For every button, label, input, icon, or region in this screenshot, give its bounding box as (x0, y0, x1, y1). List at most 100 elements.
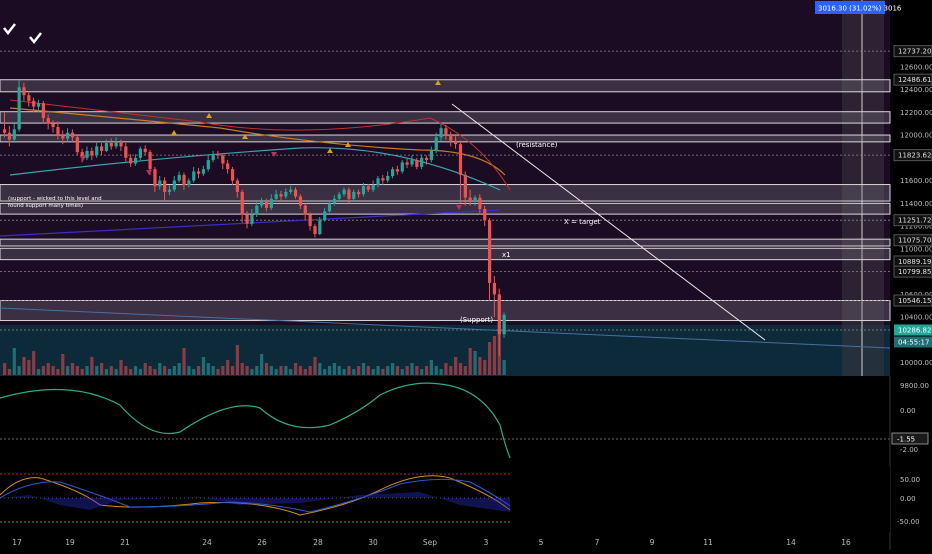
main-price-axis[interactable]: 12600.00 12400.00 12200.00 12000.00 11600.00… (900, 63, 932, 390)
candle-body (405, 162, 409, 165)
zone-4 (0, 202, 891, 215)
candle-body (415, 160, 419, 167)
time-tick: 26 (257, 538, 267, 547)
volume-bar (167, 369, 172, 375)
price-tick: 12600.00 (900, 63, 932, 71)
volume-bar (410, 363, 414, 375)
volume-bar (361, 363, 366, 375)
volume-bar (492, 336, 497, 375)
price-tag-label: 12486.61 (898, 76, 931, 84)
price-tag-label: 04:55:17 (898, 339, 929, 347)
time-tick: 24 (202, 538, 212, 547)
volume-bar (95, 366, 99, 375)
down-triangle-icon (456, 205, 462, 210)
top-badge-bg (815, 1, 885, 14)
candle-body (439, 128, 443, 138)
candle-body (167, 189, 172, 192)
volume-bar (415, 366, 419, 375)
volume-bar (240, 363, 244, 375)
candle-body (454, 140, 458, 145)
price-tick: 11600.00 (900, 177, 932, 185)
candle-body (264, 201, 269, 208)
osc-tick-2: -2.00 (900, 446, 918, 454)
candle-body (80, 152, 84, 158)
candle-body (216, 154, 220, 156)
candle-body (279, 194, 283, 197)
annotation-support: (Support) (460, 316, 493, 324)
checkmark-icon (29, 32, 42, 45)
candle-body (303, 205, 307, 215)
time-tick: 30 (368, 538, 378, 547)
volume-bar (308, 366, 312, 375)
volume-bar (250, 369, 254, 375)
candle-body (221, 155, 225, 164)
candle-body (138, 148, 142, 158)
price-tick: 11400.00 (900, 200, 932, 208)
candle-body (230, 169, 235, 181)
volume-bar (3, 363, 7, 375)
price-tag-label: 10286.82 (898, 327, 931, 335)
candle-body (434, 137, 438, 151)
volume-bar (352, 369, 356, 375)
top-badge-group: 3016.30 (31.02%) 3016 (815, 1, 902, 14)
volume-bar (192, 369, 196, 375)
candle-body (463, 174, 467, 198)
volume-bar (429, 360, 433, 375)
volume-bar (109, 366, 113, 375)
osc-axis[interactable]: 0.00 -1.55 -2.00 (891, 407, 929, 454)
candle-body (148, 152, 152, 170)
annotation-x1: x1 (502, 251, 511, 259)
volume-bar (17, 366, 21, 375)
candle-body (226, 163, 230, 170)
candle-body (114, 141, 118, 147)
zone-5 (0, 238, 891, 247)
candle-body (308, 214, 312, 227)
volume-bar (245, 366, 249, 375)
candle-body (119, 141, 123, 147)
stoch-histogram (0, 492, 510, 512)
forecast-shade (842, 0, 884, 376)
down-triangle-icon (80, 156, 86, 161)
oscillator-pane (0, 378, 890, 462)
zone-3 (0, 184, 891, 202)
volume-bar (342, 369, 346, 375)
price-tag-bg (893, 45, 932, 58)
candle-body (46, 117, 50, 124)
candle-body (109, 143, 113, 147)
volume-bar (274, 369, 278, 375)
volume-bar (454, 357, 458, 375)
stoch-tick-2: -50.00 (897, 518, 920, 526)
volume-bar (371, 369, 375, 375)
volume-bar (27, 360, 31, 375)
time-axis[interactable]: 17 19 21 24 26 28 30 Sep 3 5 7 9 11 14 16 (12, 538, 851, 547)
volume-bar (129, 369, 133, 375)
stoch-tick-1: 0.00 (900, 495, 916, 503)
up-triangle-icon (435, 80, 441, 85)
price-tick: 12400.00 (900, 86, 932, 94)
volume-bar (444, 363, 448, 375)
price-tag-bg (893, 214, 932, 227)
trendline-long (0, 307, 891, 349)
volume-bar (332, 363, 336, 375)
volume-bar (221, 366, 225, 375)
annotation-support-note-2: found support many times) (8, 203, 83, 209)
price-tick: 10000.00 (900, 359, 932, 367)
volume-bar (439, 369, 443, 375)
candle-body (313, 226, 317, 235)
volume-bar (70, 363, 75, 375)
candle-body (429, 150, 433, 161)
stoch-axis[interactable]: 50.00 0.00 -50.00 (897, 476, 920, 526)
candle-body (12, 129, 16, 140)
time-tick: 9 (650, 538, 655, 547)
zone-0 (0, 79, 891, 93)
time-tick: 5 (539, 538, 544, 547)
volume-bar (458, 363, 463, 375)
candle-body (361, 186, 366, 195)
volume-bar (138, 369, 142, 375)
zone-7 (0, 300, 891, 322)
candle-body (85, 150, 89, 158)
volume-bar (400, 369, 404, 375)
annotation-target: X = target (564, 218, 601, 226)
